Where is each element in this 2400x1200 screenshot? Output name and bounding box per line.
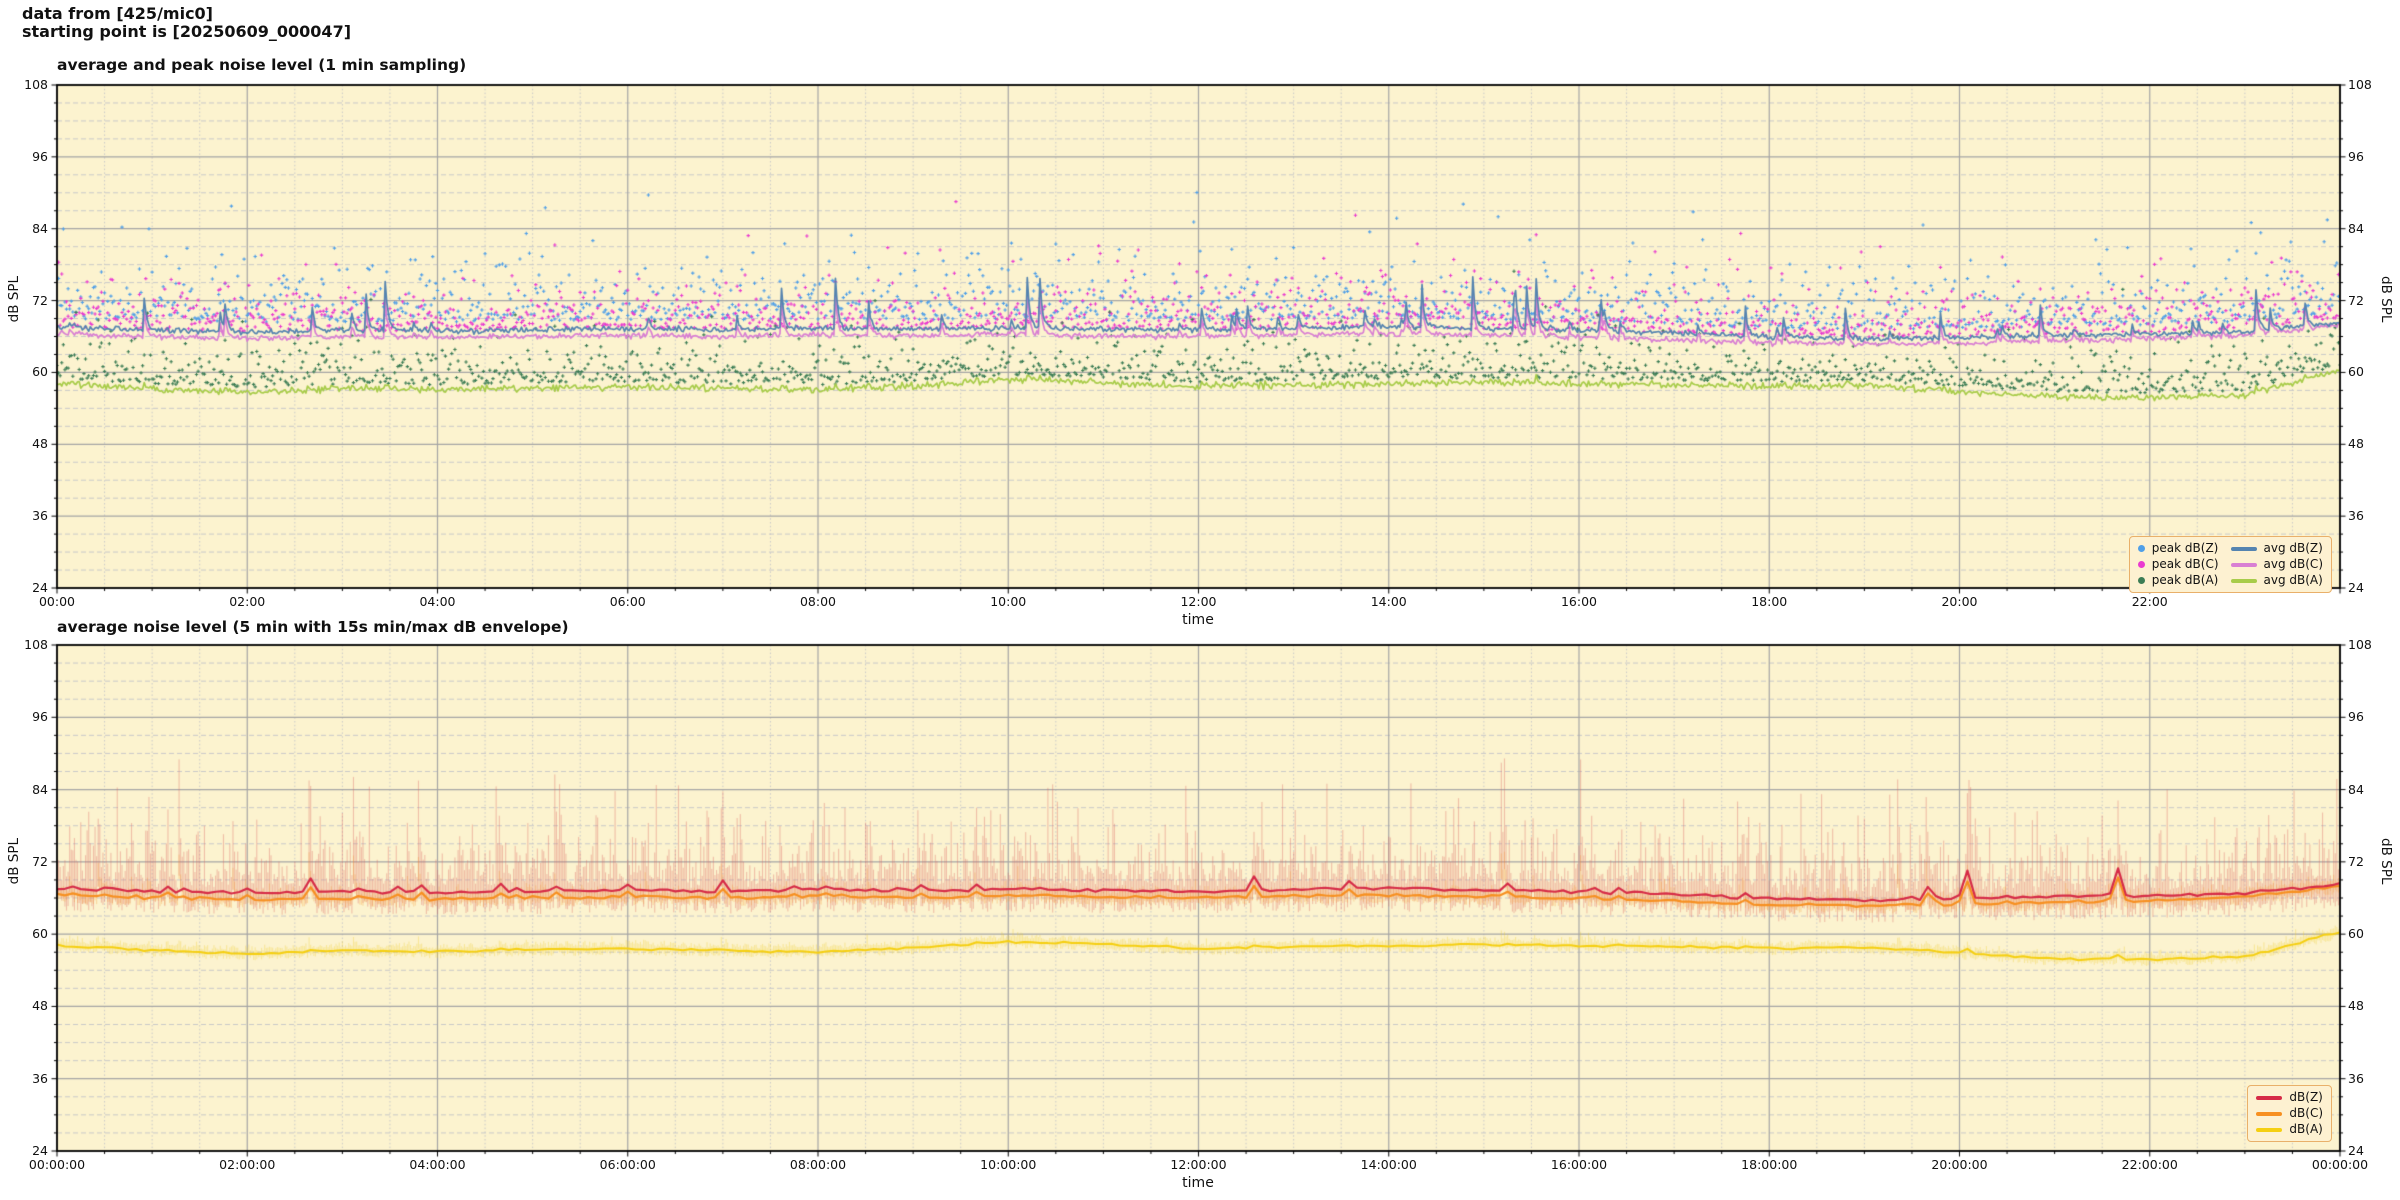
y-tick-label: 108 [2348, 77, 2372, 92]
x-tick-label: 22:00 [2131, 594, 2168, 609]
y-tick-label: 36 [2348, 1070, 2364, 1086]
avg-envelope-noise-chart-canvas [47, 635, 2350, 1161]
x-tick-label: 10:00 [990, 594, 1027, 609]
x-tick-label: 08:00 [799, 594, 837, 609]
legend-line-swatch [2230, 562, 2257, 567]
y-tick-label: 48 [32, 436, 48, 452]
legend-peak-avg: peak dB(Z) peak dB(C) peak dB(A) avg dB(Z) a… [2128, 536, 2332, 593]
y-tick-label: 60 [2348, 364, 2364, 380]
chart-title-peak-avg: average and peak noise level (1 min samp… [57, 56, 467, 74]
x-tick-label: 10:00:00 [980, 1157, 1037, 1172]
x-tick-label: 18:00 [1751, 594, 1788, 609]
header-line-2: starting point is [20250609_000047] [22, 22, 352, 41]
legend-line-swatch [2256, 1095, 2283, 1100]
y-tick-label: 96 [2348, 709, 2364, 725]
x-tick-label: 00:00:00 [28, 1157, 86, 1172]
y-axis-label-right-top: dB SPL [2378, 276, 2394, 323]
y-tick-label: 48 [32, 998, 48, 1014]
legend-dot-swatch [2137, 545, 2145, 552]
x-tick-label: 12:00 [1180, 594, 1217, 609]
legend-item: dB(C) [2256, 1106, 2323, 1121]
y-tick-label: 36 [32, 1070, 48, 1086]
legend-dot-swatch [2137, 577, 2145, 584]
y-tick-label: 96 [32, 148, 48, 164]
y-tick-label: 108 [24, 637, 48, 652]
legend-label: peak dB(C) [2151, 557, 2219, 571]
x-tick-label: 20:00:00 [1931, 1157, 1988, 1172]
y-tick-label: 72 [2348, 853, 2364, 869]
y-tick-label: 48 [2348, 436, 2364, 452]
legend-item: dB(A) [2256, 1122, 2323, 1137]
y-tick-label: 60 [2348, 926, 2364, 942]
x-tick-label: 18:00:00 [1741, 1157, 1798, 1172]
legend-item: avg dB(A) [2230, 573, 2323, 588]
legend-label: peak dB(Z) [2151, 541, 2219, 555]
y-tick-label: 96 [32, 709, 48, 725]
legend-line-swatch [2256, 1111, 2283, 1116]
y-tick-label: 108 [2348, 637, 2372, 652]
header-line-1: data from [425/mic0] [22, 4, 213, 23]
x-tick-label: 12:00:00 [1170, 1157, 1227, 1172]
legend-line-swatch [2256, 1127, 2283, 1132]
x-axis-label-top: time [1182, 612, 1214, 628]
y-tick-label: 24 [32, 580, 48, 595]
x-tick-label: 14:00 [1370, 594, 1407, 609]
x-tick-label: 06:00:00 [599, 1157, 656, 1172]
x-tick-label: 16:00 [1560, 594, 1598, 609]
y-tick-label: 60 [32, 364, 48, 380]
legend-label: dB(Z) [2289, 1090, 2323, 1104]
legend-label: avg dB(C) [2263, 557, 2323, 571]
legend-label: avg dB(Z) [2263, 541, 2323, 555]
x-tick-label: 02:00 [229, 594, 266, 609]
y-tick-label: 60 [32, 926, 48, 942]
legend-avg-envelope: dB(Z) dB(C) dB(A) [2247, 1085, 2332, 1142]
y-tick-label: 84 [32, 220, 48, 236]
y-tick-label: 36 [32, 508, 48, 524]
y-tick-label: 24 [2348, 1143, 2364, 1158]
y-tick-label: 108 [24, 77, 48, 92]
legend-label: dB(A) [2289, 1122, 2323, 1136]
x-tick-label: 04:00 [419, 594, 456, 609]
y-axis-label-right-bottom: dB SPL [2378, 838, 2394, 885]
x-axis-label-bottom: time [1182, 1175, 1214, 1191]
y-tick-label: 72 [32, 292, 48, 308]
legend-item: avg dB(C) [2230, 557, 2323, 572]
x-tick-label: 20:00 [1941, 594, 1978, 609]
legend-label: dB(C) [2289, 1106, 2323, 1120]
legend-item: peak dB(C) [2137, 557, 2219, 572]
legend-label: peak dB(A) [2151, 573, 2219, 587]
legend-label: avg dB(A) [2263, 573, 2323, 587]
x-tick-label: 14:00:00 [1360, 1157, 1417, 1172]
peak-avg-noise-chart-canvas [47, 75, 2350, 598]
x-tick-label: 02:00:00 [219, 1157, 276, 1172]
legend-item: peak dB(Z) [2137, 541, 2219, 556]
y-tick-label: 48 [2348, 998, 2364, 1014]
x-tick-label: 06:00 [609, 594, 646, 609]
y-tick-label: 84 [32, 781, 48, 797]
y-tick-label: 72 [32, 853, 48, 869]
x-tick-label: 22:00:00 [2121, 1157, 2178, 1172]
legend-dot-swatch [2137, 561, 2145, 568]
x-tick-label: 16:00:00 [1550, 1157, 1608, 1172]
legend-item: avg dB(Z) [2230, 541, 2323, 556]
y-tick-label: 96 [2348, 148, 2364, 164]
x-tick-label: 00:00 [38, 594, 76, 609]
legend-line-swatch [2230, 546, 2257, 551]
x-tick-label: 00:00:00 [2311, 1157, 2369, 1172]
legend-item: peak dB(A) [2137, 573, 2219, 588]
y-tick-label: 84 [2348, 781, 2364, 797]
y-tick-label: 36 [2348, 508, 2364, 524]
x-tick-label: 04:00:00 [409, 1157, 466, 1172]
legend-line-swatch [2230, 578, 2257, 583]
y-tick-label: 84 [2348, 220, 2364, 236]
chart-title-avg-envelope: average noise level (5 min with 15s min/… [57, 618, 569, 636]
y-tick-label: 72 [2348, 292, 2364, 308]
legend-item: dB(Z) [2256, 1090, 2323, 1105]
x-tick-label: 08:00:00 [789, 1157, 847, 1172]
y-tick-label: 24 [32, 1143, 48, 1158]
y-tick-label: 24 [2348, 580, 2364, 595]
